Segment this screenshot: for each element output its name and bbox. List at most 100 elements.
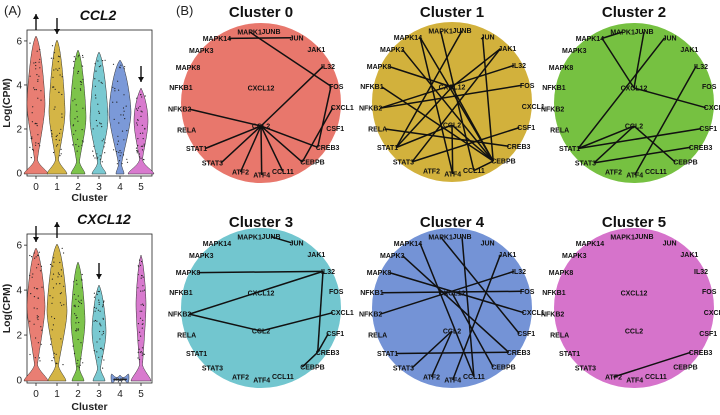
data-point [58,56,61,58]
x-tick-label: 4 [117,389,123,400]
gene-node-label: CREB3 [689,350,713,357]
data-point [97,290,99,293]
gene-node-label: NFKB2 [541,312,564,319]
gene-node-label: JAK1 [498,46,516,53]
data-point [138,359,141,361]
data-point [60,153,62,155]
data-point [37,254,39,256]
data-point [95,70,97,72]
data-point [97,156,99,158]
data-point [141,149,144,151]
data-point [75,330,77,332]
data-point [79,88,81,90]
data-point [33,62,35,64]
data-point [36,123,38,125]
gene-node-label: ATF2 [605,170,622,177]
x-tick-label: 1 [54,182,60,193]
data-point [61,304,63,306]
violin-x-axis-label: Cluster [71,192,107,204]
data-point [77,72,79,74]
gene-node-label: MAPK8 [549,270,574,277]
data-point [112,101,114,103]
network-edge [401,255,510,353]
gene-node-label: RELA [177,333,196,340]
violin-plot-ccl2: CCL2 0 2 4 6 Log(CPM) Cluster 0 1 2 3 4 5 [1,7,155,204]
data-point [80,302,82,305]
data-point [141,310,143,312]
gene-node-label: MAPK14 [394,241,423,248]
data-point [140,94,142,96]
data-point [59,302,62,304]
data-point [61,116,63,118]
gene-node-label: CEBPB [491,365,516,372]
data-point [94,310,96,312]
data-point [101,82,103,84]
data-point [78,145,80,147]
data-point [77,359,79,361]
data-point [53,317,56,320]
data-point [52,265,54,267]
data-point [51,135,53,137]
violin-shape [108,59,132,175]
gene-node-label: CXCL1 [704,105,720,112]
data-point [75,104,77,106]
network-edge [395,124,453,149]
network-edge [419,37,454,175]
data-point [121,130,124,132]
data-point [102,332,105,334]
gene-node-label: JUN [663,240,677,247]
network-edge [473,160,494,172]
data-point [53,52,56,54]
data-point [31,138,33,140]
data-point [140,290,142,292]
data-point [59,283,61,285]
data-point [63,285,65,287]
gene-node-label: CXCL12 [621,86,648,93]
gene-node-label: ATF4 [253,378,270,385]
data-point [97,103,99,105]
gene-node-label: MAPK3 [562,48,587,55]
data-point [95,97,97,99]
network-edge [395,86,453,149]
network-circle [554,228,714,388]
data-point [30,157,32,159]
data-point [37,316,39,318]
data-point [97,309,99,311]
gene-node-label: CREB3 [507,144,531,151]
data-point [53,108,55,110]
data-point [92,128,94,130]
y-tick-label: 6 [16,241,22,252]
data-point [75,322,77,324]
data-point [101,347,103,349]
data-point [142,285,144,287]
network-edge [301,351,319,368]
data-point [95,307,97,309]
gene-node-label: FOS [329,289,344,296]
data-point [119,150,121,152]
data-point [98,80,100,82]
data-point [39,58,41,60]
data-point [50,129,53,132]
data-point [95,119,97,122]
data-point [63,252,65,254]
data-point [72,125,74,127]
data-point [78,321,80,324]
violin-shape [110,373,130,383]
data-point [113,149,115,151]
arrow-down-icon [33,226,39,242]
data-point [92,155,95,157]
data-point [103,138,105,140]
gene-node-label: CCL2 [443,123,461,130]
gene-node-label: STAT3 [393,365,414,372]
data-point [123,139,125,141]
data-point [52,324,55,326]
gene-node-label: ATF4 [444,172,461,179]
gene-node-label: FOS [520,289,535,296]
data-point [93,320,95,322]
network-edge [316,271,324,353]
data-point [60,128,62,130]
data-point [76,110,78,112]
data-point [50,338,52,340]
